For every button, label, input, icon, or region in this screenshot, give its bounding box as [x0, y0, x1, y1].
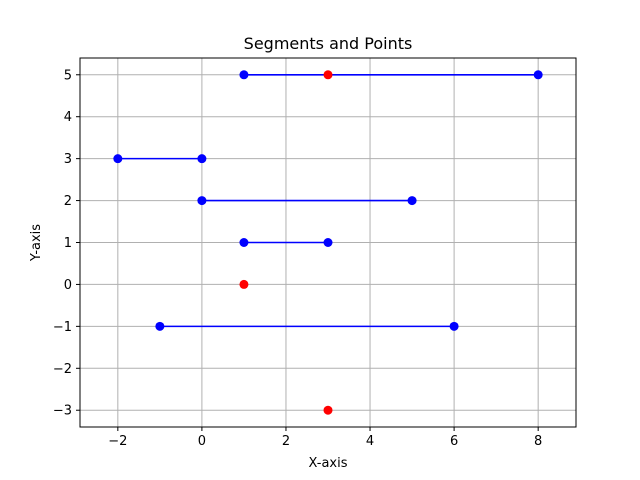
x-tick-label: 4 [366, 434, 374, 449]
x-tick-label: 6 [450, 434, 458, 449]
points [239, 70, 333, 415]
x-tick-label: 2 [282, 434, 290, 449]
segment-endpoint-marker [197, 196, 207, 206]
x-tick-label: −2 [108, 434, 127, 449]
segment-endpoint-marker [113, 154, 123, 164]
segment-endpoint-marker [533, 70, 543, 80]
y-tick-label: 2 [64, 194, 72, 209]
y-tick-label: 0 [64, 278, 72, 293]
point-marker [323, 70, 333, 80]
y-tick-label: −3 [53, 404, 72, 419]
x-axis-title: X-axis [309, 456, 348, 471]
y-axis-title: Y-axis [29, 224, 44, 262]
y-tick-label: 3 [64, 152, 72, 167]
grid-lines [80, 58, 576, 427]
y-tick-label: −1 [53, 320, 72, 335]
segments [113, 70, 543, 331]
plot-frame [79, 57, 577, 428]
segment-endpoint-marker [239, 238, 249, 247]
segment-endpoint-marker [407, 196, 417, 206]
point-marker [239, 279, 249, 289]
chart-title: Segments and Points [244, 34, 413, 53]
axis-ticks: −2 0 2 4 6 8 −3 −2 −1 0 1 2 3 4 5 [53, 68, 542, 449]
y-tick-label: 1 [64, 236, 72, 251]
y-tick-label: 4 [64, 110, 72, 125]
point-marker [323, 405, 333, 415]
x-tick-label: 0 [198, 434, 206, 449]
y-tick-label: −2 [53, 362, 72, 377]
x-tick-label: 8 [534, 434, 542, 449]
segment-endpoint-marker [197, 154, 207, 164]
segment-endpoint-marker [323, 238, 333, 247]
segment-endpoint-marker [239, 70, 249, 80]
y-tick-label: 5 [64, 68, 72, 83]
segment-endpoint-marker [155, 321, 165, 331]
segment-endpoint-marker [449, 321, 459, 331]
